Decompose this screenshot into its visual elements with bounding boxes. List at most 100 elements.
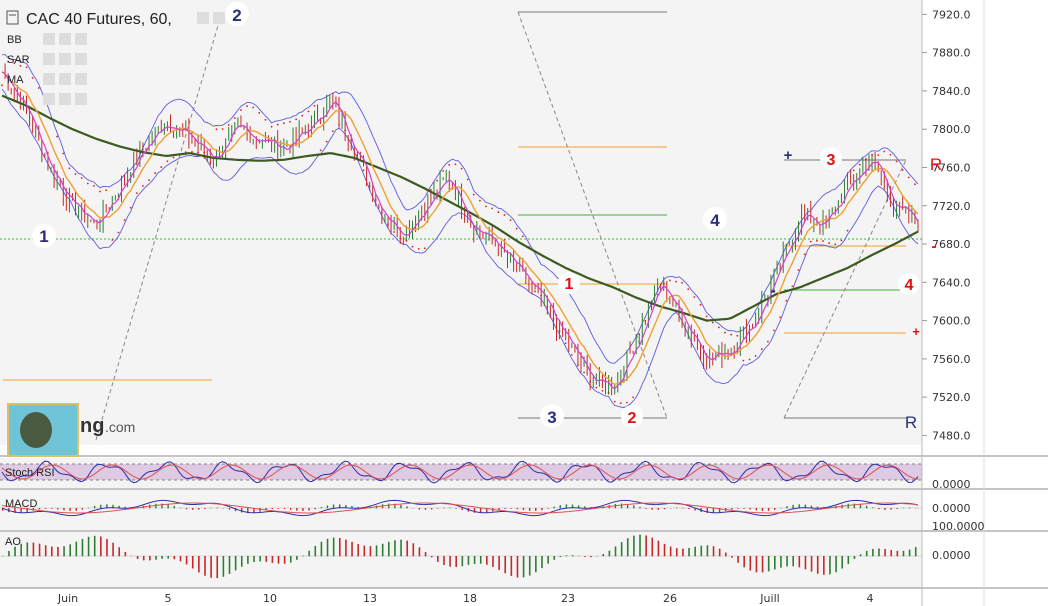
ao-bar xyxy=(731,556,733,558)
macd-bar xyxy=(853,503,856,509)
macd-bar xyxy=(38,508,41,510)
sar-dot xyxy=(142,185,144,187)
ao-bar xyxy=(394,540,396,557)
ao-bar xyxy=(688,547,690,557)
ao-bar xyxy=(571,555,574,557)
ao-bar xyxy=(338,537,341,557)
ao-bar xyxy=(204,556,206,576)
ao-bar xyxy=(369,546,372,557)
settings-icon xyxy=(59,73,71,85)
macd-bar xyxy=(516,508,519,510)
ao-bar xyxy=(498,556,500,570)
sar-dot xyxy=(93,185,95,187)
sar-dot xyxy=(809,240,812,243)
sar-dot xyxy=(344,129,347,132)
ao-bar xyxy=(351,541,353,557)
ao-bar xyxy=(308,550,310,557)
bb-upper xyxy=(2,54,919,364)
ao-bar xyxy=(590,556,592,558)
sar-dot xyxy=(264,118,267,121)
sar-dot xyxy=(883,150,886,153)
sar-dot xyxy=(877,154,880,157)
ao-bar xyxy=(749,556,752,571)
legend-icons[interactable] xyxy=(43,33,87,105)
eye-icon xyxy=(43,73,55,85)
macd-bar xyxy=(259,508,261,512)
title-eye-icon[interactable] xyxy=(197,12,209,24)
sar-dot xyxy=(717,326,720,329)
ao-bar xyxy=(528,556,531,576)
sar-dot xyxy=(852,169,855,172)
macd-bar xyxy=(461,508,463,511)
macd-bar xyxy=(296,508,298,511)
time-axis[interactable]: Juin 5 10 13 18 23 26 Juill 4 xyxy=(57,592,874,605)
ao-bar xyxy=(479,556,482,564)
sar-dot xyxy=(626,401,628,404)
macd-bar xyxy=(320,507,323,509)
ao-bar xyxy=(149,556,151,561)
ao-bar xyxy=(179,556,182,562)
macd-bar xyxy=(185,508,188,510)
sar-dot xyxy=(209,161,212,164)
sar-dot xyxy=(871,153,873,156)
macd-bar xyxy=(100,504,102,509)
price-pane-bg xyxy=(0,0,922,445)
fib-diagonal-mid xyxy=(517,11,668,419)
y-tick-label: 7520.0 xyxy=(932,391,971,404)
macd-bar xyxy=(20,508,22,513)
macd-bar xyxy=(479,508,482,514)
sar-dot xyxy=(681,282,684,284)
sar-dot xyxy=(711,321,714,324)
sar-dot xyxy=(31,77,34,79)
ao-axis-label-top: 100.0000 xyxy=(932,520,985,533)
macd-bar xyxy=(112,504,114,509)
ao-bar xyxy=(87,536,90,557)
sar-dot xyxy=(86,182,89,185)
macd-bar xyxy=(559,505,561,509)
sar-dot xyxy=(650,305,653,308)
ao-bar xyxy=(363,545,366,557)
macd-bar xyxy=(798,504,800,509)
eye-icon xyxy=(43,33,55,45)
ao-bar xyxy=(155,556,157,560)
ao-bar xyxy=(430,556,433,558)
macd-bar xyxy=(865,505,868,509)
sar-dot xyxy=(816,239,818,242)
ao-bar xyxy=(240,556,243,567)
macd-bar xyxy=(394,503,396,509)
macd-bar xyxy=(271,508,273,510)
title-settings-icon[interactable] xyxy=(213,12,225,24)
sar-dot xyxy=(13,62,16,65)
ao-bar xyxy=(191,556,194,569)
sar-dot xyxy=(368,184,371,187)
stoch-axis-label: 0.0000 xyxy=(932,478,971,491)
sar-dot xyxy=(822,240,824,242)
macd-bar xyxy=(908,507,911,509)
y-tick-label: 7760.0 xyxy=(932,161,971,174)
ao-bar xyxy=(620,542,623,557)
macd-bar xyxy=(277,508,280,509)
macd-bar xyxy=(26,508,28,513)
ma-long-line xyxy=(1,94,919,322)
sar-dot xyxy=(632,396,634,399)
sar-dot xyxy=(797,269,800,271)
ao-bar xyxy=(332,537,335,557)
sar-dot xyxy=(785,299,788,302)
macd-bar xyxy=(44,508,47,509)
ao-bar xyxy=(418,547,421,557)
sar-dot xyxy=(736,334,739,337)
macd-bar xyxy=(890,508,892,510)
sar-dot xyxy=(454,163,457,166)
macd-bar xyxy=(577,505,580,509)
macd-pane: MACD xyxy=(0,498,922,517)
stoch-overlay-line xyxy=(1,71,919,390)
sar-dot xyxy=(834,243,837,246)
sar-dot xyxy=(791,285,794,288)
ao-bar xyxy=(216,556,219,579)
macd-bar xyxy=(210,507,212,509)
macd-bar xyxy=(816,506,819,509)
price-axis[interactable]: 7920.0 7880.0 7840.0 7800.0 7760.0 7720.0 7680… xyxy=(922,8,971,442)
y-tick-label: 7880.0 xyxy=(932,47,971,60)
macd-bar xyxy=(706,508,709,513)
